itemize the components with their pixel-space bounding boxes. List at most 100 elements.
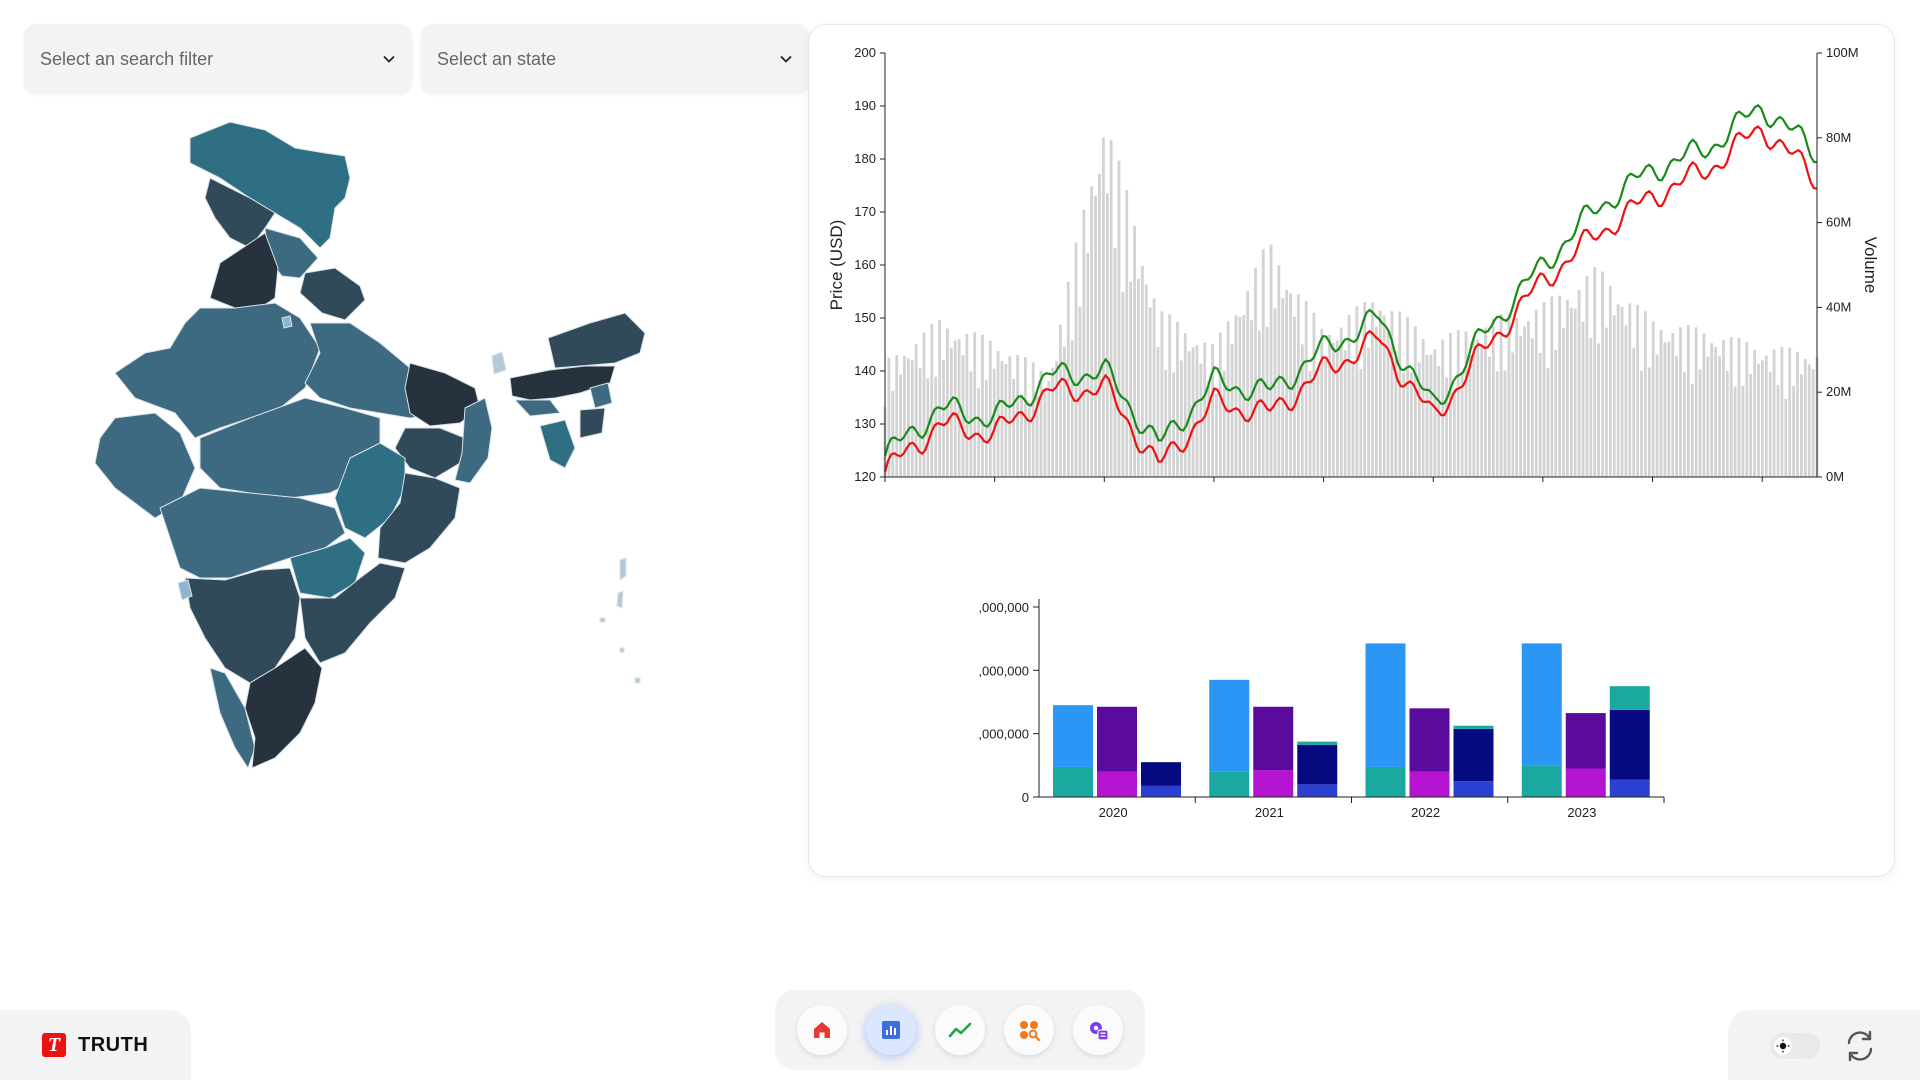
yearly-bar-chart[interactable]: 0 ,000,000 ,000,000 ,000,000 2020 2021 2022 202… (809, 25, 1896, 878)
bar-y-tick-label: ,000,000 (978, 600, 1029, 615)
volume-bar (1012, 378, 1016, 477)
bar-segment (1409, 771, 1450, 797)
volume-bar (1238, 317, 1242, 477)
volume-bar (906, 358, 910, 477)
region-sikkim[interactable] (491, 351, 507, 375)
volume-bar (1218, 332, 1222, 477)
volume-bar (1148, 307, 1152, 477)
volume-bar (910, 360, 914, 477)
search-filter-select[interactable]: Select an search filter (24, 24, 412, 94)
region-gujarat[interactable] (94, 412, 196, 519)
volume-bar (1215, 393, 1218, 477)
volume-bar (957, 339, 961, 477)
volume-bar (1441, 339, 1445, 477)
nav-search-button[interactable] (1004, 1005, 1055, 1055)
region-bihar[interactable] (404, 362, 481, 427)
volume-bar (1480, 345, 1484, 477)
region-karnataka[interactable] (184, 567, 301, 684)
volume-bar (1133, 226, 1136, 477)
volume-bar (1312, 312, 1316, 477)
volume-bar (942, 359, 945, 477)
volume-bar (1273, 308, 1277, 477)
refresh-icon[interactable] (1842, 1028, 1878, 1064)
volume-bar (1195, 345, 1199, 477)
region-tripura-mizoram[interactable] (539, 419, 576, 469)
volume-bar (992, 368, 996, 477)
volume-bar (1094, 195, 1097, 478)
region-delhi[interactable] (281, 315, 293, 329)
brand[interactable]: T TRUTH (0, 1010, 191, 1080)
state-select[interactable]: Select an state (421, 24, 809, 94)
volume-bar (1090, 186, 1094, 478)
y-tick-label: 160 (854, 257, 876, 272)
volume-bar (1706, 356, 1710, 477)
region-odisha[interactable] (377, 472, 461, 564)
volume-bar (1472, 336, 1476, 477)
region-tamil-nadu[interactable] (244, 647, 323, 769)
nav-trends-button[interactable] (934, 1005, 985, 1055)
volume-bar (1222, 370, 1226, 477)
bar-segment (1097, 706, 1137, 772)
volume-bar (918, 367, 922, 477)
volume-bar (1172, 372, 1175, 477)
volume-bar (914, 344, 918, 477)
bar-segment (1053, 766, 1093, 797)
volume-bar (1164, 369, 1168, 477)
region-uttarakhand[interactable] (299, 267, 366, 321)
volume-bar (1686, 325, 1690, 477)
volume-bar (1137, 278, 1140, 477)
bar-segment (1453, 728, 1494, 782)
region-ladakh[interactable] (189, 121, 351, 249)
volume-bar (1016, 355, 1019, 477)
volume-bar (1554, 349, 1558, 477)
volume-bar (1593, 267, 1597, 477)
volume-bar (1398, 311, 1402, 477)
price-axes: 200 190 180 170 160 150 140 130 120 100M 80M 60M 40M… (854, 45, 1858, 484)
volume-bar (1476, 339, 1480, 477)
volume-bar (1062, 346, 1066, 477)
bar-segment (1609, 709, 1650, 780)
volume-tick-label: 0M (1826, 469, 1844, 484)
region-manipur[interactable] (579, 407, 606, 439)
volume-bar (1776, 385, 1780, 477)
region-andaman-islands[interactable] (599, 557, 641, 684)
apps-settings-icon (1090, 1022, 1109, 1041)
volume-bar (1187, 351, 1191, 477)
region-goa[interactable] (177, 579, 193, 601)
region-meghalaya[interactable] (514, 399, 561, 417)
volume-bar (1530, 338, 1534, 477)
india-choropleth-map[interactable] (60, 108, 740, 848)
volume-bar (1581, 321, 1585, 477)
region-arunachal[interactable] (547, 312, 646, 369)
volume-tick-label: 40M (1826, 299, 1851, 314)
bar-segment (1453, 781, 1494, 797)
bar-x-tick-label: 2021 (1255, 805, 1284, 820)
region-punjab[interactable] (209, 232, 279, 309)
volume-bar (1277, 265, 1281, 477)
volume-bar (1737, 337, 1741, 477)
region-kerala[interactable] (209, 667, 256, 769)
volume-bar (1113, 247, 1117, 477)
region-nagaland[interactable] (589, 382, 613, 409)
nav-settings-button[interactable] (1073, 1005, 1124, 1055)
region-rajasthan[interactable] (114, 302, 321, 439)
volume-tick-label: 20M (1826, 384, 1851, 399)
theme-toggle[interactable] (1770, 1033, 1820, 1059)
volume-bar (1433, 349, 1437, 477)
volume-bar (1020, 394, 1023, 477)
volume-bar (1538, 352, 1542, 477)
region-west-bengal[interactable] (454, 397, 493, 484)
region-andhra-pradesh[interactable] (299, 562, 406, 664)
volume-bar (1129, 281, 1133, 477)
region-telangana[interactable] (289, 537, 366, 599)
volume-bar (887, 357, 891, 477)
volume-bar (1047, 381, 1051, 477)
nav-charts-button[interactable] (865, 1005, 916, 1055)
india-map-svg (94, 121, 646, 769)
region-jharkhand[interactable] (394, 427, 466, 479)
volume-bar (1800, 374, 1803, 477)
price-volume-chart[interactable]: 200 190 180 170 160 150 140 130 120 100M 80M 60M 40M… (809, 25, 1896, 485)
bar-segment (1253, 706, 1294, 771)
nav-home-button[interactable] (796, 1005, 847, 1055)
volume-bar (1043, 387, 1047, 477)
